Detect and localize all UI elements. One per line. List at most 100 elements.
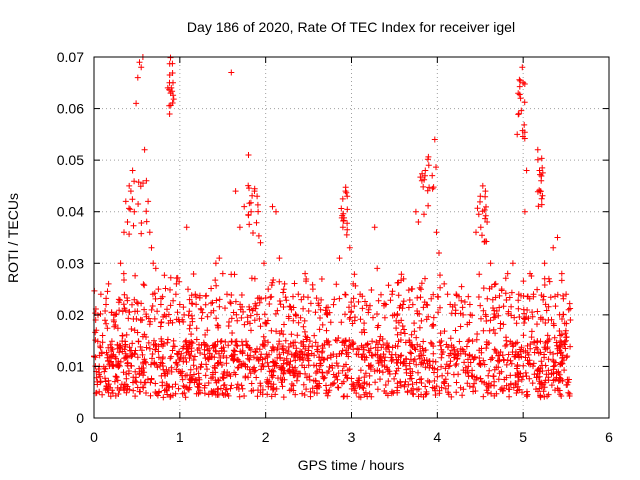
data-point: [408, 375, 415, 382]
data-point: [339, 224, 346, 231]
data-point: [135, 201, 142, 207]
data-point: [155, 286, 162, 293]
data-point: [185, 312, 192, 319]
data-point: [504, 270, 511, 277]
data-point: [374, 311, 380, 317]
data-point: [522, 354, 529, 361]
data-point: [436, 387, 443, 394]
data-point: [422, 383, 429, 390]
data-point: [164, 336, 171, 343]
data-point: [122, 381, 129, 388]
data-point: [288, 331, 295, 338]
data-point: [257, 382, 264, 389]
data-point: [117, 260, 124, 267]
data-point: [259, 391, 266, 398]
data-point: [263, 379, 270, 385]
data-point: [338, 319, 345, 326]
data-point: [105, 381, 112, 388]
data-point: [129, 301, 135, 308]
data-point: [254, 295, 261, 302]
data-point: [209, 390, 216, 397]
data-point: [280, 289, 287, 296]
data-point: [431, 365, 438, 372]
data-point: [524, 307, 531, 313]
data-point: [170, 79, 176, 86]
data-point: [410, 391, 417, 398]
data-point: [104, 354, 111, 361]
data-point: [220, 374, 227, 381]
data-point: [388, 358, 395, 364]
data-point: [382, 354, 389, 361]
data-point: [256, 315, 263, 322]
data-point: [485, 380, 492, 387]
data-point: [535, 203, 542, 210]
data-point: [233, 384, 240, 391]
data-point: [150, 260, 157, 267]
data-point: [125, 315, 132, 322]
data-point: [350, 295, 357, 302]
data-point: [102, 317, 108, 324]
data-point: [381, 300, 388, 307]
y-tick-label: 0.05: [57, 152, 84, 168]
data-point: [529, 309, 536, 316]
data-point: [141, 369, 148, 376]
data-point: [147, 392, 154, 399]
data-point: [342, 372, 349, 379]
data-point: [132, 368, 139, 375]
data-point: [239, 385, 246, 392]
data-point: [461, 299, 468, 305]
data-point: [526, 375, 533, 382]
data-point: [190, 357, 197, 363]
data-point: [464, 369, 471, 376]
data-point: [216, 255, 223, 262]
data-point: [149, 355, 155, 362]
data-point: [540, 388, 547, 395]
y-tick-label: 0.07: [57, 49, 84, 65]
data-point: [437, 272, 443, 279]
data-point: [437, 284, 444, 291]
data-point: [244, 352, 251, 359]
data-point: [190, 271, 197, 277]
data-point: [268, 393, 275, 400]
data-point: [223, 360, 230, 367]
y-tick-label: 0.04: [57, 204, 84, 220]
data-point: [515, 111, 522, 118]
data-point: [367, 345, 374, 352]
data-point: [457, 323, 464, 330]
data-point: [557, 338, 564, 344]
data-point: [276, 298, 283, 304]
data-point: [421, 357, 428, 364]
data-point: [266, 351, 272, 358]
data-point: [386, 348, 393, 355]
y-tick-label: 0.02: [57, 307, 84, 323]
data-point: [238, 362, 245, 369]
data-point: [355, 377, 362, 384]
data-point: [550, 377, 557, 384]
data-point: [295, 370, 302, 377]
data-point: [169, 70, 176, 76]
data-point: [405, 304, 412, 311]
data-point: [238, 292, 245, 298]
data-point: [417, 174, 424, 181]
data-point: [329, 365, 336, 371]
data-point: [456, 338, 463, 345]
data-point: [514, 369, 521, 376]
data-point: [514, 131, 521, 138]
data-point: [493, 308, 500, 314]
data-point: [132, 347, 139, 354]
data-point: [488, 390, 495, 397]
data-point: [103, 301, 109, 308]
data-point: [508, 289, 515, 296]
data-point: [186, 296, 193, 303]
data-point: [138, 220, 145, 226]
data-point: [483, 203, 489, 210]
data-point: [247, 312, 254, 319]
data-point: [560, 295, 567, 302]
data-point: [225, 392, 232, 399]
data-point: [143, 344, 150, 351]
data-point: [518, 107, 525, 114]
data-point: [541, 275, 548, 282]
data-point: [486, 327, 493, 334]
data-point: [297, 351, 304, 358]
data-point: [437, 342, 444, 349]
